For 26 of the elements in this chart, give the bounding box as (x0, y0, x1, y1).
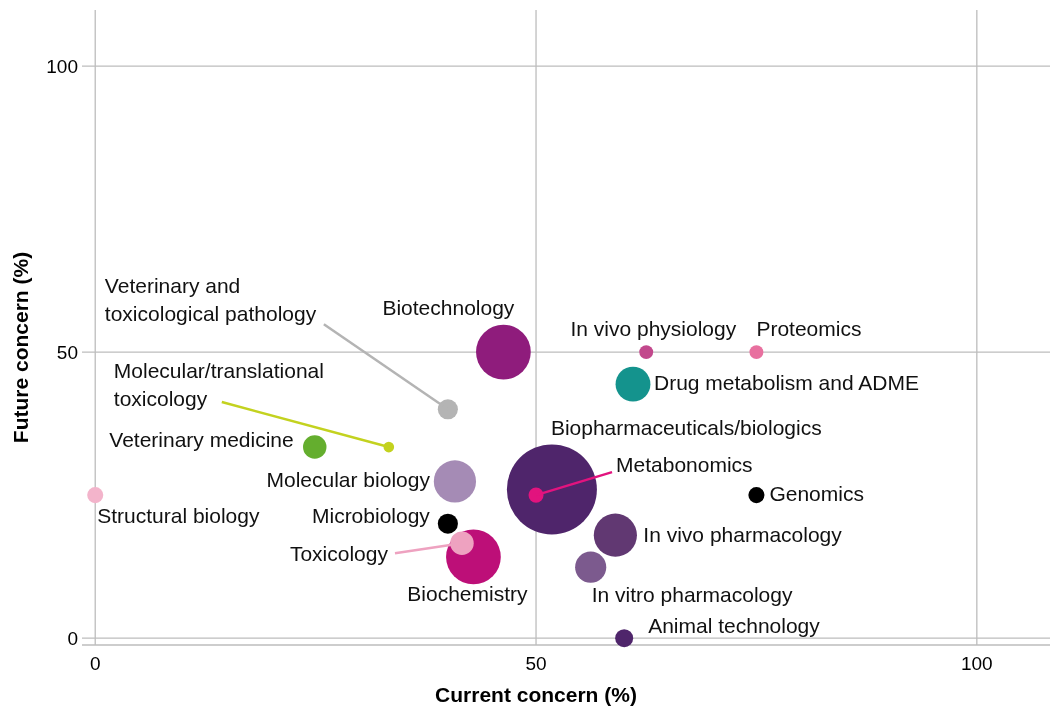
series-label: In vitro pharmacology (591, 583, 793, 607)
series-label: Veterinary medicine (109, 428, 294, 452)
series-label: Biotechnology (382, 296, 515, 320)
series-label: Biopharmaceuticals/biologics (550, 416, 822, 440)
y-tick-label: 100 (46, 56, 78, 78)
text: Veterinary and toxicological pathology (104, 274, 317, 326)
text: Molecular/translational toxicology (113, 359, 324, 411)
y-tick-label: 0 (67, 628, 78, 650)
text: Metabonomics (616, 453, 753, 477)
series-label: Molecular biology (266, 468, 431, 492)
x-tick-label: 50 (525, 653, 547, 674)
x-tick-label: 100 (960, 653, 993, 674)
legend-label: Toxicology (289, 542, 389, 566)
x-tick-label: 0 (89, 653, 101, 674)
series-label: Structural biology (97, 504, 260, 528)
series-label: In vivo pharmacology (643, 523, 843, 547)
series-label: Proteomics (756, 317, 862, 341)
series-label: Microbiology (311, 503, 431, 527)
series-label: In vivo physiology (570, 317, 737, 341)
series-label: Drug metabolism and ADME (654, 371, 919, 395)
y-axis-title: Future concern (%) (9, 251, 32, 444)
x-axis-title: Current concern (%) (435, 683, 637, 706)
series-label: Animal technology (648, 614, 821, 638)
y-tick-label: 50 (56, 342, 78, 364)
series-label: Genomics (769, 482, 864, 506)
series-label: Biochemistry (407, 581, 529, 605)
